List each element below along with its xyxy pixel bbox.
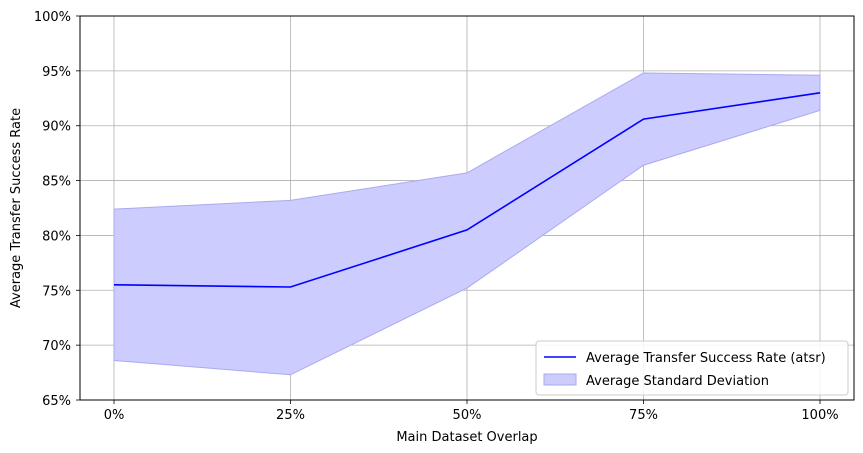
legend: Average Transfer Success Rate (atsr) Ave… bbox=[535, 340, 849, 396]
y-axis-ticks: 65% 70% 75% 80% 85% 90% 95% 100% bbox=[34, 10, 80, 409]
x-axis-label: Main Dataset Overlap bbox=[396, 430, 537, 445]
x-tick-label-1: 25% bbox=[276, 408, 305, 423]
x-tick-label-3: 75% bbox=[629, 408, 658, 423]
legend-band-swatch bbox=[543, 373, 577, 386]
x-tick-label-2: 50% bbox=[453, 408, 482, 423]
legend-box bbox=[535, 340, 849, 396]
y-axis-label: Average Transfer Success Rate bbox=[9, 108, 24, 308]
x-tick-label-0: 0% bbox=[104, 408, 125, 423]
y-tick-label-1: 70% bbox=[42, 339, 71, 354]
y-tick-label-5: 90% bbox=[42, 120, 71, 135]
y-tick-label-3: 80% bbox=[42, 229, 71, 244]
y-tick-label-6: 95% bbox=[42, 65, 71, 80]
x-tick-label-4: 100% bbox=[801, 408, 838, 423]
x-axis-ticks: 0% 25% 50% 75% 100% bbox=[104, 400, 839, 423]
legend-label-std: Average Standard Deviation bbox=[586, 374, 769, 389]
y-tick-label-4: 85% bbox=[42, 175, 71, 190]
y-tick-label-7: 100% bbox=[34, 10, 71, 25]
std-band bbox=[113, 72, 821, 376]
legend-label-atsr: Average Transfer Success Rate (atsr) bbox=[586, 351, 826, 366]
y-tick-label-0: 65% bbox=[42, 394, 71, 409]
std-band-layer bbox=[113, 72, 821, 376]
atsr-line-layer bbox=[113, 92, 821, 288]
y-tick-label-2: 75% bbox=[42, 284, 71, 299]
